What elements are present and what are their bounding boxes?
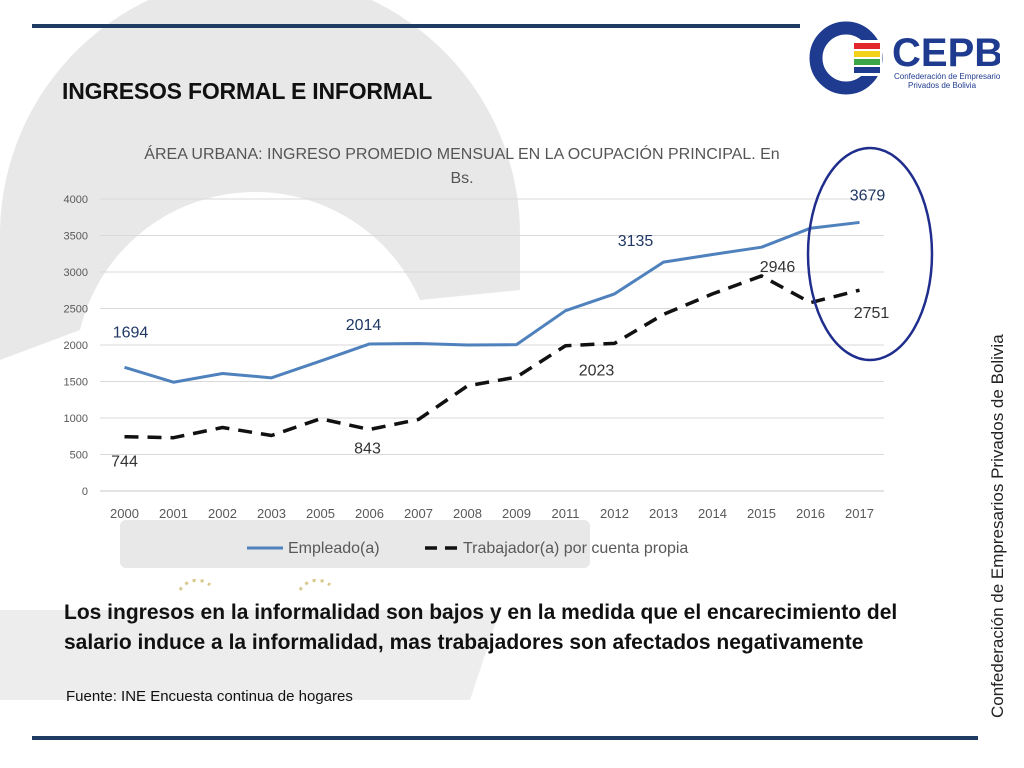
- cepb-logo: CEPB Confederación de Empresarios Privad…: [809, 21, 1000, 95]
- x-tick-label: 2005: [306, 506, 335, 521]
- bottom-rule: [32, 736, 978, 740]
- x-tick-label: 2007: [404, 506, 433, 521]
- x-axis: 2000 2001 2002 2003 2005 2006 2007 2008 2009 2011…: [110, 506, 874, 521]
- chart-title-line2: Bs.: [450, 170, 473, 187]
- y-tick-label: 1000: [64, 413, 88, 425]
- x-tick-label: 2011: [552, 506, 580, 521]
- legend-label-empleado: Empleado(a): [288, 540, 380, 557]
- x-tick-label: 2000: [110, 506, 139, 521]
- y-tick-label: 4000: [64, 194, 88, 206]
- logo-subtitle-line2: Privados de Bolivia: [908, 81, 977, 90]
- x-tick-label: 2002: [208, 506, 237, 521]
- y-tick-label: 2500: [64, 304, 88, 316]
- x-tick-label: 2012: [600, 506, 629, 521]
- y-tick-label: 3500: [64, 231, 88, 243]
- chart-legend: Empleado(a) Trabajador(a) por cuenta prop…: [247, 540, 688, 557]
- chart-gridlines: [100, 198, 884, 492]
- x-tick-label: 2014: [698, 506, 727, 521]
- data-label: 3135: [618, 233, 654, 250]
- vertical-organization-name: Confederación de Empresarios Privados de…: [988, 334, 1007, 718]
- data-label: 3679: [850, 187, 886, 204]
- x-tick-label: 2008: [453, 506, 482, 521]
- y-tick-label: 2000: [64, 340, 88, 352]
- y-tick-label: 3000: [64, 267, 88, 279]
- x-tick-label: 2009: [502, 506, 531, 521]
- x-tick-label: 2016: [796, 506, 825, 521]
- source-note: Fuente: INE Encuesta continua de hogares: [66, 688, 353, 705]
- legend-label-cuenta-propia: Trabajador(a) por cuenta propia: [463, 540, 688, 557]
- y-tick-label: 500: [70, 450, 88, 462]
- series-line-empleado: [124, 220, 860, 384]
- top-rule: [32, 24, 800, 28]
- data-label: 2751: [854, 305, 890, 322]
- x-tick-label: 2006: [355, 506, 384, 521]
- chart-title-line1: ÁREA URBANA: INGRESO PROMEDIO MENSUAL EN…: [144, 144, 779, 163]
- data-label: 2946: [760, 259, 796, 276]
- x-tick-label: 2001: [159, 506, 188, 521]
- x-tick-label: 2003: [257, 506, 286, 521]
- y-tick-label: 0: [82, 486, 88, 498]
- logo-subtitle-line1: Confederación de Empresarios: [894, 72, 1000, 81]
- logo-wordmark: CEPB: [892, 31, 1000, 75]
- conclusion-text: Los ingresos en la informalidad son bajo…: [64, 601, 898, 654]
- data-labels: 1694 2014 3135 3679 744 843 2023 2946 2751: [111, 187, 889, 470]
- data-label: 744: [111, 454, 138, 471]
- data-label: 1694: [113, 324, 149, 341]
- highlight-ellipse: [806, 146, 934, 362]
- x-tick-label: 2017: [845, 506, 874, 521]
- data-label: 2023: [579, 362, 615, 379]
- data-label: 843: [354, 440, 381, 457]
- income-line-chart: ÁREA URBANA: INGRESO PROMEDIO MENSUAL EN…: [64, 144, 934, 557]
- y-axis: 0 500 1000 1500 2000 2500 3000 3500 4000: [64, 194, 88, 498]
- page-title: INGRESOS FORMAL E INFORMAL: [62, 78, 433, 104]
- y-tick-label: 1500: [64, 377, 88, 389]
- x-tick-label: 2015: [747, 506, 776, 521]
- series-line-cuenta-propia: [124, 274, 860, 440]
- chart-series: [124, 220, 860, 440]
- x-tick-label: 2013: [649, 506, 678, 521]
- data-label: 2014: [346, 317, 382, 334]
